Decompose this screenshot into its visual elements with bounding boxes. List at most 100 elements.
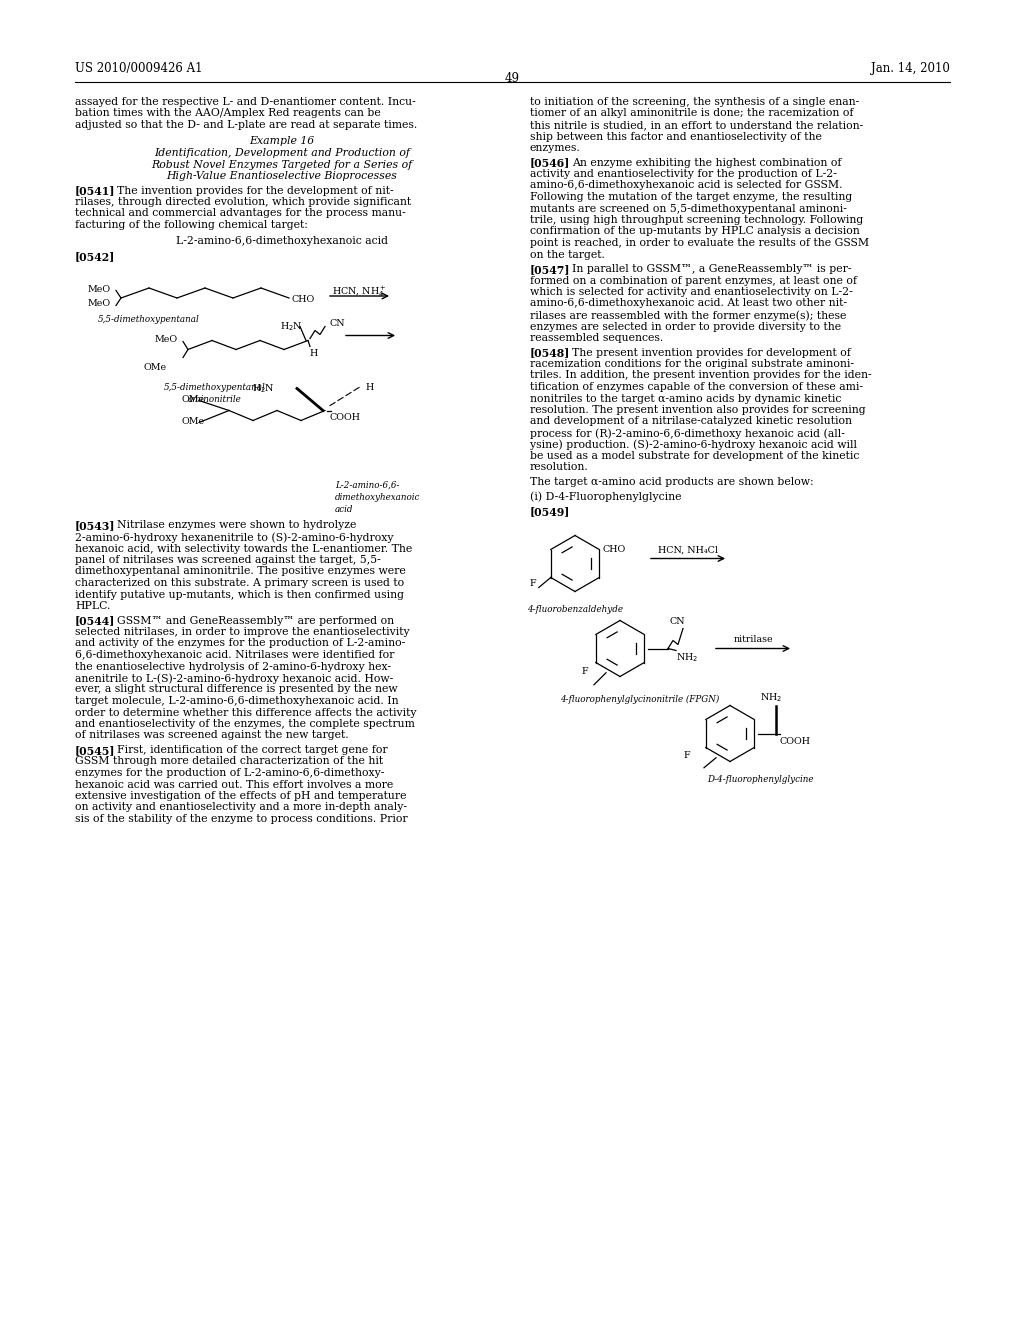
- Text: H$_2$N: H$_2$N: [252, 383, 275, 395]
- Text: be used as a model substrate for development of the kinetic: be used as a model substrate for develop…: [530, 451, 859, 461]
- Text: on activity and enantioselectivity and a more in-depth analy-: on activity and enantioselectivity and a…: [75, 803, 407, 813]
- Text: tiomer of an alkyl aminonitrile is done; the racemization of: tiomer of an alkyl aminonitrile is done;…: [530, 108, 853, 119]
- Text: rilases, through directed evolution, which provide significant: rilases, through directed evolution, whi…: [75, 197, 411, 207]
- Text: identify putative up-mutants, which is then confirmed using: identify putative up-mutants, which is t…: [75, 590, 404, 599]
- Text: [0546]: [0546]: [530, 157, 570, 169]
- Text: process for (R)-2-amino-6,6-dimethoxy hexanoic acid (all-: process for (R)-2-amino-6,6-dimethoxy he…: [530, 428, 845, 438]
- Text: (i) D-4-Fluorophenylglycine: (i) D-4-Fluorophenylglycine: [530, 491, 682, 502]
- Text: anenitrile to L-(S)-2-amino-6-hydroxy hexanoic acid. How-: anenitrile to L-(S)-2-amino-6-hydroxy he…: [75, 673, 393, 684]
- Text: CHO: CHO: [292, 294, 315, 304]
- Text: MeO: MeO: [88, 300, 112, 309]
- Text: 5,5-dimethoxypentanal: 5,5-dimethoxypentanal: [98, 315, 200, 325]
- Text: dimethoxypentanal aminonitrile. The positive enzymes were: dimethoxypentanal aminonitrile. The posi…: [75, 566, 406, 577]
- Text: racemization conditions for the original substrate aminoni-: racemization conditions for the original…: [530, 359, 854, 370]
- Text: CN: CN: [670, 618, 686, 627]
- Text: COOH: COOH: [780, 737, 811, 746]
- Text: ysine) production. (S)-2-amino-6-hydroxy hexanoic acid will: ysine) production. (S)-2-amino-6-hydroxy…: [530, 440, 857, 450]
- Text: [0542]: [0542]: [75, 251, 116, 261]
- Text: First, identification of the correct target gene for: First, identification of the correct tar…: [117, 744, 388, 755]
- Text: The present invention provides for development of: The present invention provides for devel…: [572, 347, 851, 358]
- Text: H: H: [310, 348, 318, 358]
- Text: D-4-fluorophenylglycine: D-4-fluorophenylglycine: [707, 776, 813, 784]
- Text: [0549]: [0549]: [530, 506, 570, 517]
- Text: The invention provides for the development of nit-: The invention provides for the developme…: [117, 186, 393, 195]
- Text: GSSM™ and GeneReassembly™ are performed on: GSSM™ and GeneReassembly™ are performed …: [117, 615, 394, 626]
- Text: Example 16: Example 16: [250, 136, 314, 147]
- Text: resolution. The present invention also provides for screening: resolution. The present invention also p…: [530, 405, 865, 414]
- Text: COOH: COOH: [330, 412, 361, 421]
- Text: 4-fluorophenylglycinonitrile (FPGN): 4-fluorophenylglycinonitrile (FPGN): [560, 694, 720, 704]
- Text: on the target.: on the target.: [530, 249, 605, 260]
- Text: F: F: [530, 579, 537, 589]
- Text: [0548]: [0548]: [530, 347, 570, 359]
- Text: OMe: OMe: [181, 396, 204, 404]
- Text: panel of nitrilases was screened against the target, 5,5-: panel of nitrilases was screened against…: [75, 554, 381, 565]
- Text: nonitriles to the target α-amino acids by dynamic kinetic: nonitriles to the target α-amino acids b…: [530, 393, 842, 404]
- Text: HPLC.: HPLC.: [75, 601, 111, 611]
- Text: hexanoic acid was carried out. This effort involves a more: hexanoic acid was carried out. This effo…: [75, 780, 393, 789]
- Text: rilases are reassembled with the former enzyme(s); these: rilases are reassembled with the former …: [530, 310, 847, 321]
- Text: H$_2$N: H$_2$N: [281, 321, 303, 333]
- Text: NH$_2$: NH$_2$: [760, 692, 782, 704]
- Text: L-2-amino-6,6-dimethoxyhexanoic acid: L-2-amino-6,6-dimethoxyhexanoic acid: [176, 235, 388, 246]
- Text: and enantioselectivity of the enzymes, the complete spectrum: and enantioselectivity of the enzymes, t…: [75, 719, 415, 729]
- Text: to initiation of the screening, the synthesis of a single enan-: to initiation of the screening, the synt…: [530, 96, 859, 107]
- Text: 4-fluorobenzaldehyde: 4-fluorobenzaldehyde: [527, 606, 623, 615]
- Text: [0543]: [0543]: [75, 520, 116, 532]
- Text: technical and commercial advantages for the process manu-: technical and commercial advantages for …: [75, 209, 406, 219]
- Text: bation times with the AAO/Amplex Red reagents can be: bation times with the AAO/Amplex Red rea…: [75, 108, 381, 119]
- Text: F: F: [684, 751, 690, 760]
- Text: of nitrilases was screened against the new target.: of nitrilases was screened against the n…: [75, 730, 348, 741]
- Text: and activity of the enzymes for the production of L-2-amino-: and activity of the enzymes for the prod…: [75, 639, 406, 648]
- Text: L-2-amino-6,6-: L-2-amino-6,6-: [335, 480, 399, 490]
- Text: HCN, NH₄Cl: HCN, NH₄Cl: [658, 545, 718, 554]
- Text: dimethoxyhexanoic: dimethoxyhexanoic: [335, 492, 421, 502]
- Text: ship between this factor and enantioselectivity of the: ship between this factor and enantiosele…: [530, 132, 822, 141]
- Text: In parallel to GSSM™, a GeneReassembly™ is per-: In parallel to GSSM™, a GeneReassembly™ …: [572, 264, 852, 275]
- Text: facturing of the following chemical target:: facturing of the following chemical targ…: [75, 220, 308, 230]
- Text: US 2010/0009426 A1: US 2010/0009426 A1: [75, 62, 203, 75]
- Text: assayed for the respective L- and D-enantiomer content. Incu-: assayed for the respective L- and D-enan…: [75, 96, 416, 107]
- Text: tification of enzymes capable of the conversion of these ami-: tification of enzymes capable of the con…: [530, 381, 863, 392]
- Text: Robust Novel Enzymes Targeted for a Series of: Robust Novel Enzymes Targeted for a Seri…: [152, 160, 413, 169]
- Text: acid: acid: [335, 504, 353, 513]
- Text: resolution.: resolution.: [530, 462, 589, 473]
- Text: selected nitrilases, in order to improve the enantioselectivity: selected nitrilases, in order to improve…: [75, 627, 410, 638]
- Text: enzymes.: enzymes.: [530, 143, 581, 153]
- Text: GSSM through more detailed characterization of the hit: GSSM through more detailed characterizat…: [75, 756, 383, 767]
- Text: which is selected for activity and enantioselectivity on L-2-: which is selected for activity and enant…: [530, 286, 853, 297]
- Text: enzymes are selected in order to provide diversity to the: enzymes are selected in order to provide…: [530, 322, 841, 331]
- Text: High-Value Enantioselective Bioprocesses: High-Value Enantioselective Bioprocesses: [167, 172, 397, 181]
- Text: HCN, NH$_4^+$: HCN, NH$_4^+$: [332, 284, 387, 298]
- Text: An enzyme exhibiting the highest combination of: An enzyme exhibiting the highest combina…: [572, 157, 842, 168]
- Text: extensive investigation of the effects of pH and temperature: extensive investigation of the effects o…: [75, 791, 407, 801]
- Text: CHO: CHO: [602, 544, 626, 553]
- Text: trile, using high throughput screening technology. Following: trile, using high throughput screening t…: [530, 215, 863, 224]
- Text: confirmation of the up-mutants by HPLC analysis a decision: confirmation of the up-mutants by HPLC a…: [530, 227, 860, 236]
- Text: H: H: [365, 383, 374, 392]
- Text: OMe: OMe: [143, 363, 166, 372]
- Text: triles. In addition, the present invention provides for the iden-: triles. In addition, the present inventi…: [530, 371, 871, 380]
- Text: sis of the stability of the enzyme to process conditions. Prior: sis of the stability of the enzyme to pr…: [75, 814, 408, 824]
- Text: 6,6-dimethoxyhexanoic acid. Nitrilases were identified for: 6,6-dimethoxyhexanoic acid. Nitrilases w…: [75, 649, 394, 660]
- Text: ever, a slight structural difference is presented by the new: ever, a slight structural difference is …: [75, 685, 397, 694]
- Text: and development of a nitrilase-catalyzed kinetic resolution: and development of a nitrilase-catalyzed…: [530, 417, 852, 426]
- Text: amino-6,6-dimethoxyhexanoic acid. At least two other nit-: amino-6,6-dimethoxyhexanoic acid. At lea…: [530, 298, 847, 309]
- Text: [0544]: [0544]: [75, 615, 116, 627]
- Text: OMe: OMe: [181, 417, 204, 425]
- Text: [0545]: [0545]: [75, 744, 116, 756]
- Text: point is reached, in order to evaluate the results of the GSSM: point is reached, in order to evaluate t…: [530, 238, 869, 248]
- Text: MeO: MeO: [155, 335, 178, 345]
- Text: 49: 49: [505, 73, 519, 84]
- Text: adjusted so that the D- and L-plate are read at separate times.: adjusted so that the D- and L-plate are …: [75, 120, 417, 129]
- Text: F: F: [582, 668, 589, 676]
- Text: aminonitrile: aminonitrile: [188, 396, 242, 404]
- Text: hexanoic acid, with selectivity towards the L-enantiomer. The: hexanoic acid, with selectivity towards …: [75, 544, 413, 553]
- Text: enzymes for the production of L-2-amino-6,6-dimethoxy-: enzymes for the production of L-2-amino-…: [75, 768, 384, 777]
- Text: the enantioselective hydrolysis of 2-amino-6-hydroxy hex-: the enantioselective hydrolysis of 2-ami…: [75, 661, 391, 672]
- Text: target molecule, L-2-amino-6,6-dimethoxyhexanoic acid. In: target molecule, L-2-amino-6,6-dimethoxy…: [75, 696, 398, 706]
- Text: MeO: MeO: [88, 285, 112, 294]
- Text: amino-6,6-dimethoxyhexanoic acid is selected for GSSM.: amino-6,6-dimethoxyhexanoic acid is sele…: [530, 181, 843, 190]
- Text: [0547]: [0547]: [530, 264, 570, 275]
- Text: Following the mutation of the target enzyme, the resulting: Following the mutation of the target enz…: [530, 191, 852, 202]
